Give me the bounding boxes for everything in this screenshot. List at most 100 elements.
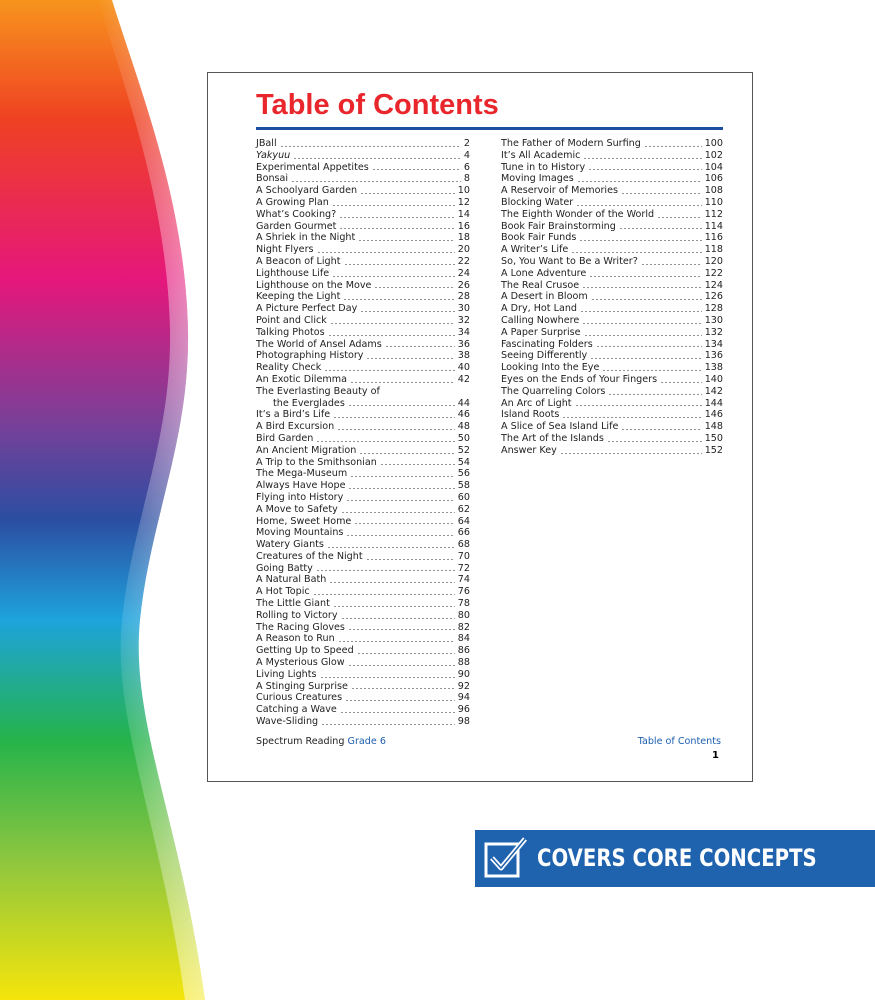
- entry-title-continued: the Everglades: [273, 397, 345, 409]
- dot-leader: [316, 250, 455, 254]
- entry-title: Curious Creatures: [256, 692, 343, 704]
- toc-entry: A Move to Safety 62: [256, 504, 470, 516]
- toc-entry: Wave-Sliding 98: [256, 716, 470, 728]
- entry-page: 112: [704, 208, 723, 220]
- entry-page: 70: [457, 550, 470, 562]
- entry-title: A Move to Safety: [256, 503, 338, 515]
- dot-leader: [579, 239, 702, 243]
- entry-title: A Mysterious Glow: [256, 657, 345, 669]
- entry-page: 18: [457, 232, 470, 244]
- toc-entry: Curious Creatures 94: [256, 692, 470, 704]
- entry-title: Moving Mountains: [256, 527, 344, 539]
- entry-title: Always Have Hope: [256, 480, 346, 492]
- toc-entry: Fascinating Folders 134: [501, 339, 723, 351]
- toc-entry: The Art of the Islands 150: [501, 433, 723, 445]
- dot-leader: [583, 156, 702, 160]
- entry-title: A Writer’s Life: [501, 244, 569, 256]
- toc-entry: An Arc of Light 144: [501, 398, 723, 410]
- entry-page: 84: [457, 633, 470, 645]
- dot-leader: [343, 262, 455, 266]
- entry-page: 6: [463, 161, 470, 173]
- dot-leader: [327, 333, 455, 337]
- toc-entry: Experimental Appetites 6: [256, 162, 470, 174]
- entry-title: Fascinating Folders: [501, 338, 593, 350]
- entry-page: 148: [704, 421, 723, 433]
- toc-entry: Reality Check 40: [256, 362, 470, 374]
- entry-title: Rolling to Victory: [256, 609, 338, 621]
- dot-leader: [337, 427, 455, 431]
- toc-entry: A Writer’s Life 118: [501, 244, 723, 256]
- toc-entry-continued: the Everglades 44: [256, 398, 470, 410]
- toc-entry: A Shriek in the Night 18: [256, 232, 470, 244]
- entry-title: The Quarreling Colors: [501, 385, 606, 397]
- toc-entry: Book Fair Brainstorming 114: [501, 221, 723, 233]
- dot-leader: [374, 286, 455, 290]
- toc-entry: Keeping the Light 28: [256, 291, 470, 303]
- dot-leader: [331, 203, 455, 207]
- toc-entry: The Mega-Museum 56: [256, 468, 470, 480]
- entry-page: 50: [457, 432, 470, 444]
- entry-page: 2: [463, 138, 470, 149]
- entry-title: A Growing Plan: [256, 196, 329, 208]
- entry-title: JBall: [256, 138, 277, 149]
- toc-entry: The Real Crusoe 124: [501, 280, 723, 292]
- banner: COVERS CORE CONCEPTS: [475, 830, 875, 887]
- dot-leader: [347, 628, 455, 632]
- entry-page: 80: [457, 609, 470, 621]
- toc-entry: A Growing Plan 12: [256, 197, 470, 209]
- entry-page: 64: [457, 515, 470, 527]
- dot-leader: [559, 451, 702, 455]
- entry-title: The Little Giant: [256, 598, 330, 610]
- check-icon: [484, 837, 527, 878]
- toc-entry: A Mysterious Glow 88: [256, 657, 470, 669]
- toc-entry: Eyes on the Ends of Your Fingers 140: [501, 374, 723, 386]
- entry-title: A Shriek in the Night: [256, 232, 356, 244]
- entry-title: The Father of Modern Surfing: [501, 138, 641, 149]
- dot-leader: [580, 309, 702, 313]
- dot-leader: [366, 357, 455, 361]
- banner-text: COVERS CORE CONCEPTS: [537, 844, 817, 872]
- dot-leader: [660, 380, 702, 384]
- entry-title: The Mega-Museum: [256, 468, 348, 480]
- toc-entry: Island Roots 146: [501, 409, 723, 421]
- toc-entry: So, You Want to Be a Writer? 120: [501, 256, 723, 268]
- dot-leader: [590, 357, 702, 361]
- entry-page: 4: [463, 149, 470, 161]
- entry-title: Creatures of the Night: [256, 550, 363, 562]
- entry-page: 110: [704, 196, 723, 208]
- entry-title: Experimental Appetites: [256, 161, 369, 173]
- entry-page: 150: [704, 432, 723, 444]
- entry-page: 42: [457, 373, 470, 385]
- dot-leader: [640, 262, 702, 266]
- entry-title: Going Batty: [256, 562, 313, 574]
- footer-series: Spectrum Reading: [256, 736, 345, 747]
- toc-entry: Photographing History 38: [256, 350, 470, 362]
- dot-leader: [350, 475, 455, 479]
- dot-leader: [346, 534, 455, 538]
- entry-page: 22: [457, 255, 470, 267]
- dot-leader: [337, 640, 455, 644]
- dot-leader: [347, 663, 455, 667]
- toc-entry: Night Flyers 20: [256, 244, 470, 256]
- entry-page: 104: [704, 161, 723, 173]
- dot-leader: [590, 298, 702, 302]
- document-page: Table of Contents JBall 2 Yakyuu 4 Experimen…: [207, 72, 753, 782]
- toc-entry: Garden Gourmet 16: [256, 221, 470, 233]
- entry-page: 30: [457, 303, 470, 315]
- entry-title: The Eighth Wonder of the World: [501, 208, 655, 220]
- dot-leader: [349, 380, 455, 384]
- toc-entry: Bonsai 8: [256, 173, 470, 185]
- entry-page: 94: [457, 692, 470, 704]
- dot-leader: [365, 557, 455, 561]
- entry-page: 130: [704, 314, 723, 326]
- entry-page: 46: [457, 409, 470, 421]
- toc-entry: A Stinging Surprise 92: [256, 681, 470, 693]
- entry-page: 58: [457, 480, 470, 492]
- dot-leader: [333, 416, 455, 420]
- toc-entry: A Trip to the Smithsonian 54: [256, 457, 470, 469]
- entry-title: Eyes on the Ends of Your Fingers: [501, 373, 658, 385]
- rainbow-decoration: [0, 0, 205, 1000]
- entry-page: 144: [704, 397, 723, 409]
- entry-title: Island Roots: [501, 409, 560, 421]
- entry-page: 108: [704, 185, 723, 197]
